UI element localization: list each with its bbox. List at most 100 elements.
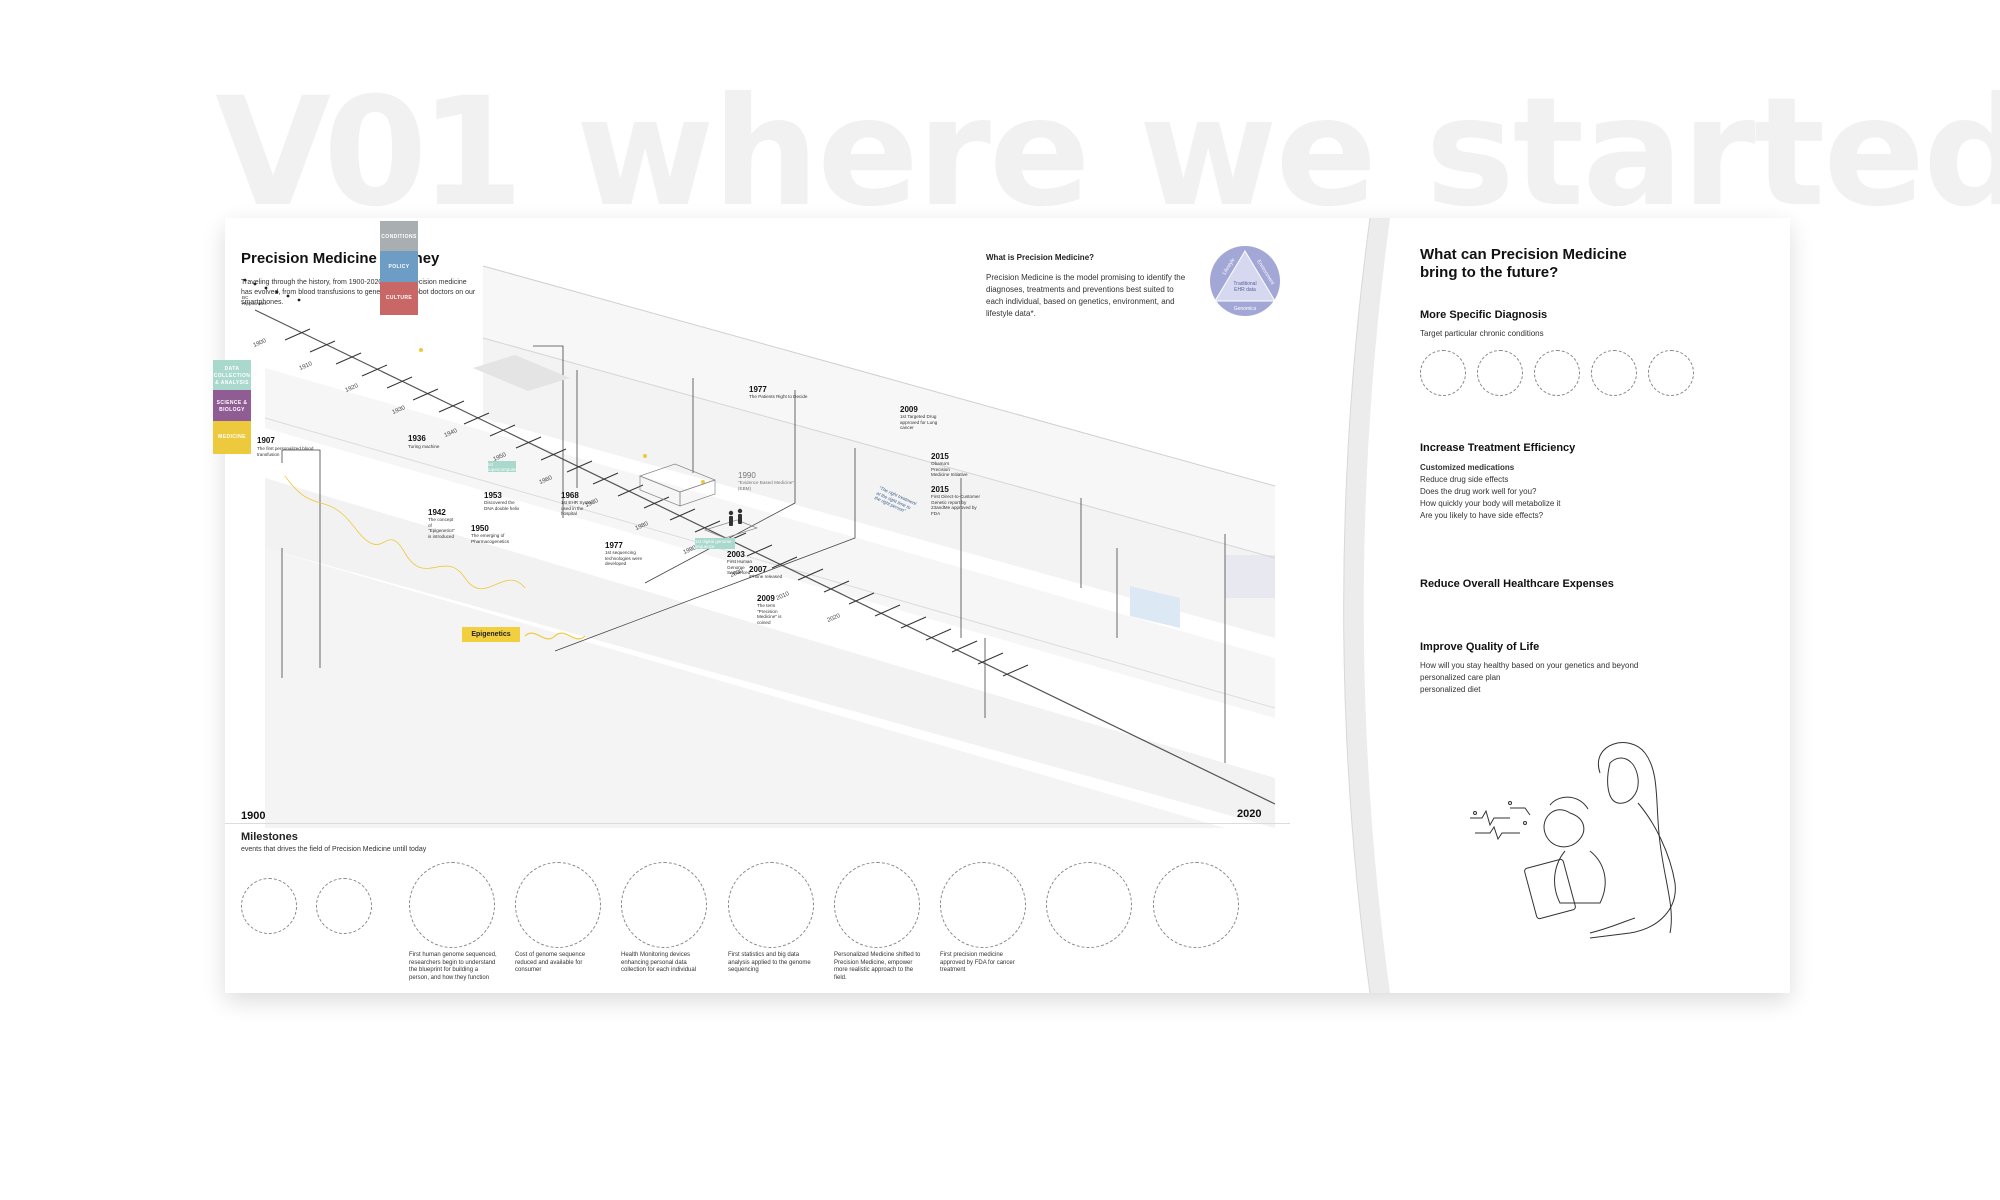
milestone-caption: First statistics and big data analysis a… bbox=[728, 952, 811, 973]
future-text: personalized care plan bbox=[1420, 673, 1501, 682]
scale-start: 1900 bbox=[241, 810, 266, 822]
event-year: 2007 bbox=[749, 565, 767, 574]
ehr-data-label: EHR data bbox=[1234, 287, 1256, 293]
diagnosis-circle bbox=[1534, 350, 1580, 396]
event-year: 1942 bbox=[428, 508, 446, 517]
event-year: 1990 bbox=[738, 471, 756, 480]
event-text: The concept of "Epigenetics" is introduc… bbox=[428, 517, 456, 539]
milestone-circle bbox=[728, 862, 814, 948]
milestone-circle bbox=[515, 862, 601, 948]
event-year: 1936 bbox=[408, 434, 426, 443]
milestone-circle bbox=[1153, 862, 1239, 948]
hero-title: V01 where we started bbox=[215, 78, 2000, 228]
milestone-caption: Personalized Medicine shifted to Precisi… bbox=[834, 952, 921, 981]
whatis-title: What is Precision Medicine? bbox=[986, 253, 1095, 262]
back-plane bbox=[483, 266, 1275, 558]
timeline-axis bbox=[254, 309, 1276, 805]
event-year: 1968 bbox=[561, 491, 579, 500]
event-text: Discovered the DNA double helix bbox=[484, 500, 520, 511]
milestone-circle bbox=[409, 862, 495, 948]
genomics-label: Genomics bbox=[1234, 306, 1257, 312]
precision-medicine-diagram: Lifestyle Environment Genomics Tradition… bbox=[1210, 246, 1280, 316]
event-text: The emerging of Pharmacogenetics bbox=[471, 533, 510, 544]
people-icon bbox=[728, 508, 743, 526]
event-text: First Human Genome Sequenced bbox=[727, 559, 753, 575]
event-text: "Evidence Based Medicine" (EBM) bbox=[738, 480, 795, 491]
category-science-biology: SCIENCE & BIOLOGY bbox=[213, 390, 251, 423]
upper-band bbox=[265, 368, 1275, 718]
milestone-circle bbox=[316, 878, 372, 934]
future-subheading: Customized medications bbox=[1420, 463, 1515, 472]
diagnosis-circle bbox=[1648, 350, 1694, 396]
dna-helix-icon bbox=[524, 632, 586, 640]
traditional-label: Traditional bbox=[1233, 281, 1256, 287]
hippocrates-label: BC Hippocrates bbox=[242, 295, 282, 306]
category-medicine: MEDICINE bbox=[213, 421, 251, 454]
future-text: personalized diet bbox=[1420, 685, 1481, 694]
hippocrates-name: Hippocrates bbox=[242, 300, 267, 306]
future-heading-quality: Improve Quality of Life bbox=[1420, 641, 1540, 653]
family-illustration bbox=[1470, 742, 1676, 939]
event-year: 2009 bbox=[900, 405, 918, 414]
milestone-caption: First precision medicine approved by FDA… bbox=[940, 952, 1015, 973]
future-text: Target particular chronic conditions bbox=[1420, 329, 1544, 338]
milestones-title: Milestones bbox=[241, 831, 298, 843]
event-text: First Direct-to-Customer Genetic report … bbox=[931, 494, 981, 516]
future-text: How quickly your body will metabolize it bbox=[1420, 499, 1561, 508]
supercomputer-tag: 1st supercomputer bbox=[487, 461, 518, 472]
whatis-body: Precision Medicine is the model promisin… bbox=[986, 273, 1186, 318]
milestone-circle bbox=[241, 878, 297, 934]
category-data-collection: DATA COLLECTION & ANALYSIS bbox=[213, 360, 251, 393]
event-year: 2015 bbox=[931, 485, 949, 494]
event-text: 1st sequencing technologies were develop… bbox=[605, 550, 643, 566]
event-text: 1st EHR System used in the hospital bbox=[561, 500, 595, 516]
event-text: The term "Precision Medicine" is coined bbox=[757, 603, 782, 625]
event-text: The first personalized blood transfusion bbox=[257, 446, 314, 457]
future-text: Reduce drug side effects bbox=[1420, 475, 1509, 484]
milestone-circle bbox=[1046, 862, 1132, 948]
diagnosis-circle bbox=[1591, 350, 1637, 396]
event-text: iPhone released bbox=[749, 574, 783, 579]
milestone-circle bbox=[621, 862, 707, 948]
category-policy: POLICY bbox=[380, 251, 418, 284]
future-heading-efficiency: Increase Treatment Efficiency bbox=[1420, 442, 1576, 454]
event-year: 2015 bbox=[931, 452, 949, 461]
hero-number: V01 bbox=[215, 66, 524, 240]
event-year: 1977 bbox=[749, 385, 767, 394]
category-culture: CULTURE bbox=[380, 282, 418, 315]
event-year: 1953 bbox=[484, 491, 502, 500]
event-text: The Patients Right to Decide bbox=[749, 394, 808, 399]
milestone-circle bbox=[940, 862, 1026, 948]
hippocrates-era: BC bbox=[242, 295, 249, 300]
diagnosis-circle bbox=[1420, 350, 1466, 396]
scale-divider bbox=[225, 823, 1290, 824]
milestones-subtitle: events that drives the field of Precisio… bbox=[241, 846, 427, 853]
category-conditions: CONDITIONS bbox=[380, 221, 418, 254]
epigenetics-tag: Epigenetics bbox=[462, 627, 520, 642]
event-year: 2009 bbox=[757, 594, 775, 603]
scale-end: 2020 bbox=[1237, 808, 1262, 820]
event-text: Turing machine bbox=[408, 444, 440, 449]
event-year: 2003 bbox=[727, 550, 745, 559]
diagnosis-circle bbox=[1477, 350, 1523, 396]
mid-plane bbox=[483, 338, 1275, 638]
quote-panel bbox=[1130, 586, 1180, 628]
future-text: Are you likely to have side effects? bbox=[1420, 511, 1544, 520]
timeline-illustration bbox=[243, 265, 1276, 828]
future-text: Does the drug work well for you? bbox=[1420, 487, 1537, 496]
future-heading-expenses: Reduce Overall Healthcare Expenses bbox=[1420, 578, 1614, 590]
event-text: Obama's Precision Medicine Initiative bbox=[931, 461, 968, 477]
event-year: 1950 bbox=[471, 524, 489, 533]
milestone-caption: Cost of genome sequence reduced and avai… bbox=[515, 952, 586, 973]
journey-intro: Traveling through the history, from 1900… bbox=[241, 279, 476, 306]
genome-sequence-tag: 1st digital genome sequence bbox=[695, 538, 735, 549]
future-heading-diagnosis: More Specific Diagnosis bbox=[1420, 309, 1548, 321]
side-block bbox=[1225, 555, 1275, 598]
hero-subtitle: where we started bbox=[575, 66, 2000, 240]
milestone-circle bbox=[834, 862, 920, 948]
milestone-caption: First human genome sequenced, researcher… bbox=[409, 952, 497, 981]
panel-divider bbox=[1343, 218, 1390, 993]
precision-medicine-board: Precision Medicine Journey Traveling thr… bbox=[213, 218, 1790, 993]
epigenetics-trail bbox=[284, 475, 526, 590]
lower-band bbox=[265, 478, 1275, 828]
